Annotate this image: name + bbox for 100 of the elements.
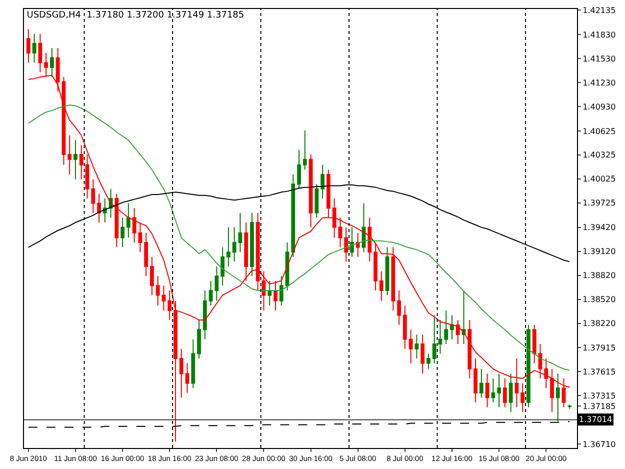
y-tick-label: 1.36710 xyxy=(582,440,616,449)
candlestick xyxy=(79,144,84,180)
chart-title: USDSGD,H4 1.37180 1.37200 1.37149 1.37185 xyxy=(26,10,244,20)
candlestick xyxy=(338,217,342,248)
candlestick xyxy=(520,382,525,413)
candlestick xyxy=(262,270,266,311)
candlestick xyxy=(485,373,490,408)
y-tick-label: 1.41830 xyxy=(582,30,616,40)
candlestick xyxy=(38,33,42,73)
candlestick xyxy=(226,226,230,267)
candlestick xyxy=(344,226,348,262)
candlestick xyxy=(474,358,478,403)
candlestick xyxy=(274,280,278,311)
candlestick xyxy=(397,290,401,326)
y-tick-label: 1.39420 xyxy=(582,223,616,232)
candlestick xyxy=(302,130,307,170)
candlestick xyxy=(538,344,542,379)
candlestick xyxy=(462,290,466,345)
candlestick xyxy=(138,222,142,253)
candlestick xyxy=(568,404,572,410)
y-tick-label: 1.38520 xyxy=(582,295,616,304)
y-tick-label: 1.38820 xyxy=(582,271,616,280)
candlestick xyxy=(102,198,107,223)
candlestick xyxy=(97,193,101,223)
candlestick xyxy=(244,222,248,282)
candlestick xyxy=(120,217,124,248)
candlestick xyxy=(150,256,154,296)
candlestick xyxy=(279,276,284,306)
candlestick xyxy=(256,212,260,291)
candlestick xyxy=(356,232,360,258)
candlestick xyxy=(556,373,560,422)
candlestick xyxy=(414,334,419,359)
candlestick xyxy=(91,178,96,214)
candlestick xyxy=(214,266,219,302)
y-tick-label: 1.41530 xyxy=(582,54,616,64)
candlestick xyxy=(432,314,436,364)
candlestick xyxy=(156,276,160,306)
candlestick xyxy=(191,338,196,389)
candlestick xyxy=(202,290,207,340)
candlestick xyxy=(368,217,372,262)
y-tick-label: 1.39120 xyxy=(582,247,616,256)
candlestick xyxy=(326,169,330,218)
candlestick xyxy=(532,324,536,364)
candlestick xyxy=(402,305,407,350)
candlestick xyxy=(238,212,242,253)
candlestick xyxy=(297,149,301,190)
candlestick xyxy=(144,232,148,277)
candlestick xyxy=(362,202,366,253)
y-tick-label: 1.37185 xyxy=(582,402,616,411)
y-tick-label: 1.40930 xyxy=(582,102,616,112)
candlestick xyxy=(508,373,513,413)
candlestick xyxy=(385,246,390,296)
candlestick xyxy=(74,140,78,180)
candlestick xyxy=(162,285,166,311)
candlestick xyxy=(479,368,484,398)
candlestick xyxy=(468,320,472,379)
candlestick xyxy=(491,378,496,403)
candlestick xyxy=(314,184,319,218)
candlestick xyxy=(332,198,336,238)
y-tick-label: 1.37915 xyxy=(582,343,616,352)
candlestick xyxy=(320,164,324,200)
y-tick-label: 1.40625 xyxy=(582,126,616,136)
candlestick xyxy=(197,320,201,359)
y-tick-label: 1.39725 xyxy=(582,198,616,208)
y-tick-label: 1.41230 xyxy=(582,78,616,88)
candlestick xyxy=(456,320,460,345)
candlestick xyxy=(250,212,254,277)
candlestick xyxy=(126,202,130,238)
candlestick xyxy=(308,154,313,228)
y-tick-label: 1.37315 xyxy=(582,391,616,400)
candlestick xyxy=(450,314,454,340)
candlestick xyxy=(50,48,54,78)
y-tick-label: 1.42135 xyxy=(582,6,616,15)
candlestick xyxy=(26,28,30,64)
candlestick xyxy=(220,246,224,286)
candlestick xyxy=(132,208,136,243)
candlestick xyxy=(232,226,236,262)
candlestick xyxy=(444,310,448,345)
candlestick xyxy=(291,174,296,258)
candlestick xyxy=(526,324,530,408)
y-tick-label: 1.37615 xyxy=(582,367,616,376)
candlestick xyxy=(420,334,425,374)
candlestick xyxy=(408,329,413,364)
candlestick xyxy=(374,242,378,291)
candlestick xyxy=(114,193,119,248)
y-tick-label: 1.40325 xyxy=(582,150,616,160)
candlestick xyxy=(208,280,213,306)
candlestick xyxy=(268,280,272,306)
candlestick xyxy=(438,320,442,354)
candlestick xyxy=(497,373,501,408)
candlestick xyxy=(68,134,72,176)
y-tick-label: 1.40025 xyxy=(582,174,616,184)
candlestick xyxy=(179,348,184,398)
candlestick xyxy=(426,353,430,370)
ref-line-label: 1.37014 xyxy=(579,415,612,424)
candlestick xyxy=(391,246,396,311)
y-tick-label: 1.38220 xyxy=(582,319,616,328)
candlestick xyxy=(185,362,190,394)
candlestick xyxy=(379,270,384,302)
candlestick xyxy=(32,33,36,64)
